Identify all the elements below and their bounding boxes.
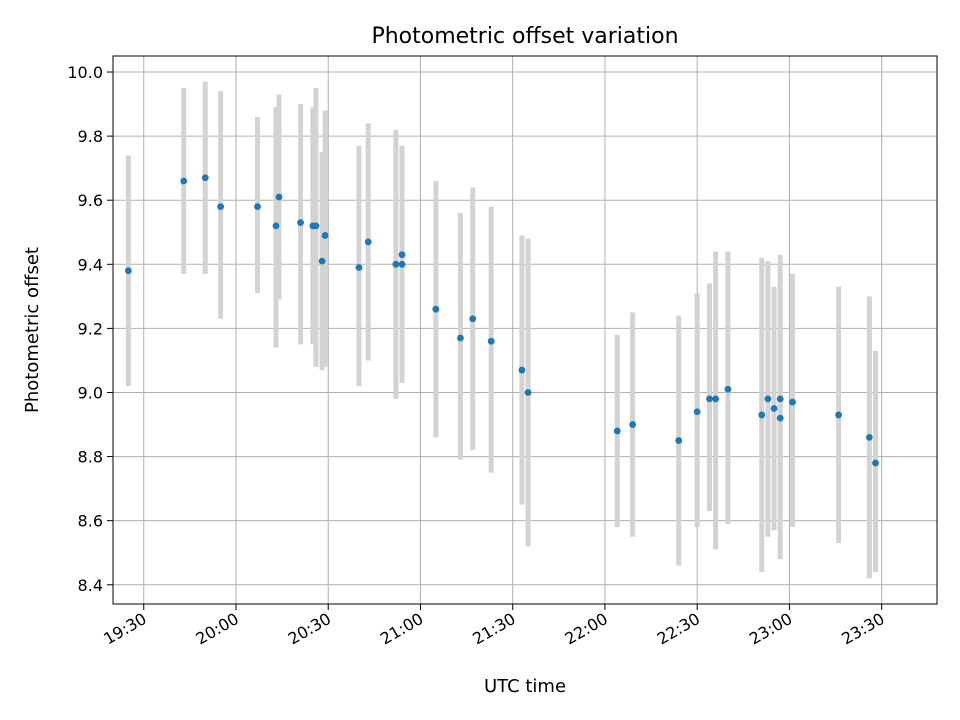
- data-point: [776, 414, 784, 422]
- data-point: [275, 193, 283, 201]
- data-point: [706, 395, 713, 403]
- grid: [113, 56, 937, 604]
- data-point: [629, 421, 637, 428]
- data-point: [770, 405, 778, 412]
- data-point: [469, 315, 477, 323]
- data-point: [712, 395, 720, 403]
- data-point: [355, 264, 363, 271]
- data-point: [518, 366, 526, 374]
- data-point: [398, 251, 406, 259]
- data-point: [524, 389, 532, 396]
- data-point: [364, 238, 372, 246]
- data-point: [398, 260, 406, 268]
- data-point: [124, 267, 132, 275]
- data-point: [872, 459, 879, 467]
- data-point: [180, 177, 188, 185]
- y-axis: 8.4 8.6 8.8 9.0 9.2 9.4 9.6 9.8 10.0: [67, 63, 113, 595]
- y-tick-label: 9.0: [78, 383, 103, 402]
- y-tick-label: 9.2: [78, 319, 103, 338]
- y-tick-label: 10.0: [67, 63, 103, 82]
- data-point: [457, 334, 464, 342]
- data-point: [758, 411, 766, 419]
- data-point: [835, 411, 843, 419]
- data-point: [217, 203, 225, 211]
- data-points: [124, 174, 879, 467]
- y-tick-label: 9.8: [78, 127, 103, 146]
- y-tick-label: 8.8: [78, 448, 103, 467]
- y-tick-label: 9.4: [78, 255, 103, 274]
- data-point: [776, 395, 784, 403]
- y-tick-label: 9.6: [78, 191, 103, 210]
- data-point: [487, 337, 495, 345]
- data-point: [724, 385, 732, 393]
- data-point: [318, 257, 326, 265]
- data-point: [613, 427, 621, 435]
- chart-title: Photometric offset variation: [371, 24, 678, 49]
- x-axis-label: UTC time: [484, 676, 566, 697]
- data-point: [312, 222, 320, 230]
- data-point: [693, 408, 701, 416]
- data-point: [254, 203, 261, 211]
- data-point: [675, 437, 683, 444]
- data-point: [272, 222, 280, 230]
- plot-frame: [112, 55, 938, 605]
- data-point: [321, 232, 329, 239]
- data-point: [764, 395, 772, 403]
- data-point: [297, 219, 304, 227]
- data-point: [865, 433, 873, 441]
- data-point: [432, 305, 440, 313]
- y-tick-label: 8.6: [78, 512, 103, 531]
- y-tick-label: 8.4: [78, 576, 103, 595]
- data-point: [789, 398, 796, 406]
- data-point: [201, 174, 209, 182]
- y-axis-label: Photometric offset: [22, 247, 43, 413]
- data-point: [392, 260, 400, 268]
